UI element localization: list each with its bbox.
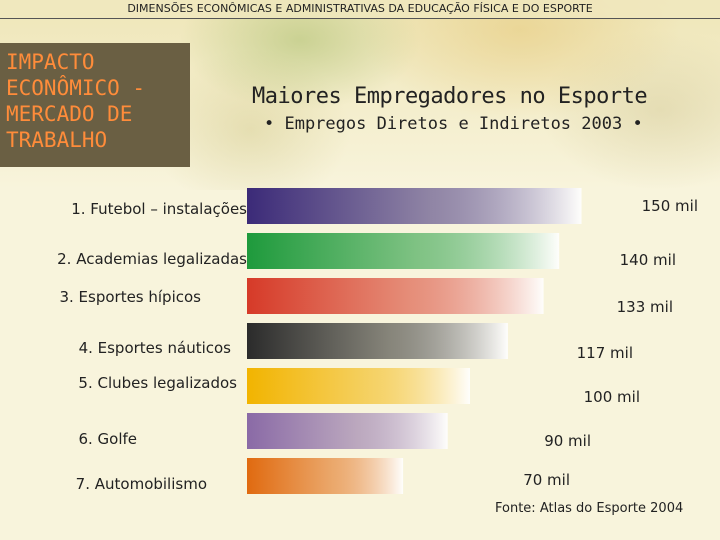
section-title-line: MERCADO DE	[6, 102, 133, 126]
category-label: 2. Academias legalizadas	[57, 250, 247, 268]
value-label: 117 mil	[577, 344, 633, 362]
value-label: 100 mil	[584, 388, 640, 406]
section-title: IMPACTO ECONÔMICO - MERCADO DE TRABALHO	[6, 49, 190, 153]
bar-1	[247, 188, 582, 224]
category-label: 1. Futebol – instalações	[71, 200, 247, 218]
bar-3	[247, 278, 544, 314]
bar-4	[247, 323, 508, 359]
category-label: 4. Esportes náuticos	[79, 339, 232, 357]
value-label: 70 mil	[523, 471, 570, 489]
category-label: 7. Automobilismo	[76, 475, 207, 493]
header-strip: DIMENSÕES ECONÔMICAS E ADMINISTRATIVAS D…	[0, 0, 720, 19]
chart-subtitle: • Empregos Diretos e Indiretos 2003 •	[264, 114, 643, 134]
bar-7	[247, 458, 404, 494]
source-note: Fonte: Atlas do Esporte 2004	[495, 501, 684, 516]
section-title-line: ECONÔMICO -	[6, 76, 146, 100]
chart-title: Maiores Empregadores no Esporte	[252, 84, 648, 109]
category-label: 5. Clubes legalizados	[78, 374, 237, 392]
section-title-line: TRABALHO	[6, 128, 108, 152]
header-text: DIMENSÕES ECONÔMICAS E ADMINISTRATIVAS D…	[127, 2, 593, 15]
bar-6	[247, 413, 448, 449]
bar-5	[247, 368, 470, 404]
value-label: 140 mil	[620, 251, 676, 269]
value-label: 133 mil	[617, 298, 673, 316]
bar-2	[247, 233, 560, 269]
value-label: 90 mil	[544, 432, 591, 450]
section-title-line: IMPACTO	[6, 50, 95, 74]
value-label: 150 mil	[642, 197, 698, 215]
category-label: 3. Esportes hípicos	[59, 288, 201, 306]
category-label: 6. Golfe	[78, 430, 137, 448]
section-box: IMPACTO ECONÔMICO - MERCADO DE TRABALHO	[0, 43, 190, 167]
